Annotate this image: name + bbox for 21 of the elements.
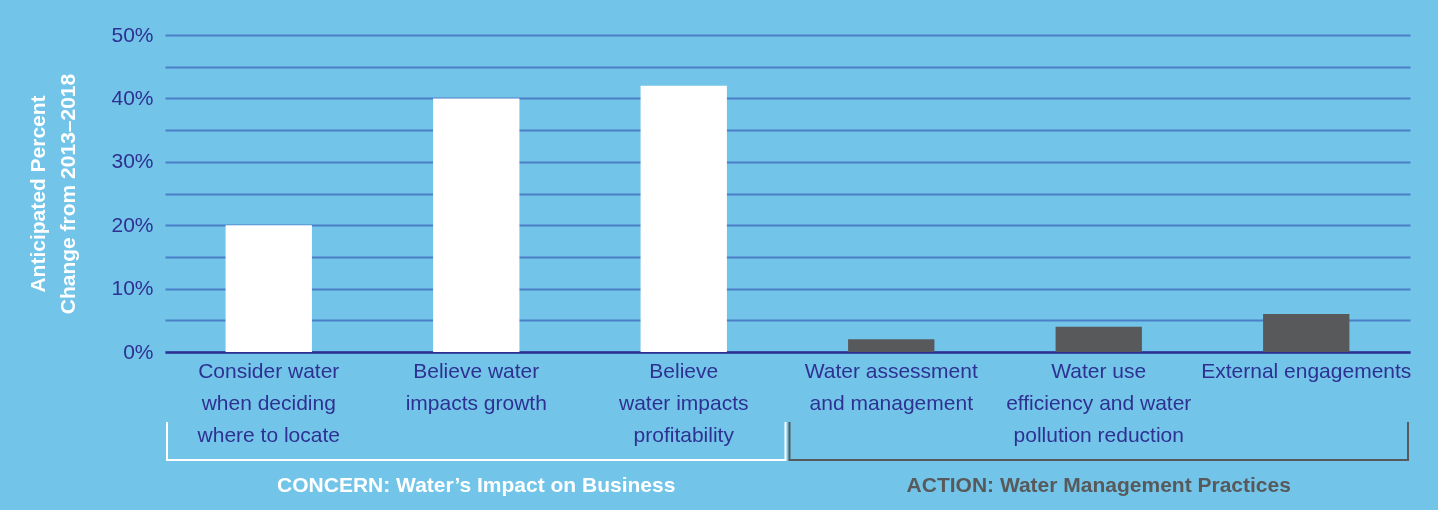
x-tick-label: External engagements <box>1201 358 1412 382</box>
y-tick-label: 30% <box>111 149 154 173</box>
y-tick-label: 0% <box>123 339 154 363</box>
y-axis-title: Anticipated Percent Change from 2013–2018 <box>26 73 80 315</box>
bar <box>640 85 727 352</box>
bar <box>848 339 935 352</box>
y-tick-label: 20% <box>111 212 154 236</box>
y-tick-label: 40% <box>111 85 154 109</box>
bar <box>1055 326 1142 352</box>
bar <box>1263 313 1350 352</box>
x-tick-label: Consider water when deciding where to locate <box>196 358 340 446</box>
bar <box>225 225 312 352</box>
y-tick-label: 10% <box>111 276 154 300</box>
bar <box>433 98 520 352</box>
x-tick-label: Water assessment and management <box>804 358 978 414</box>
x-tick-label: Believe water impacts profitability <box>617 358 749 446</box>
text: CONCERN: Water’s Impact on Business <box>277 473 676 496</box>
text: ACTION: Water Management Practices <box>906 473 1291 496</box>
x-tick-label: Believe water impacts growth <box>405 358 547 414</box>
x-tick-label: Water use efficiency and water pollution reduction <box>1006 358 1192 446</box>
y-tick-label: 50% <box>111 22 154 46</box>
